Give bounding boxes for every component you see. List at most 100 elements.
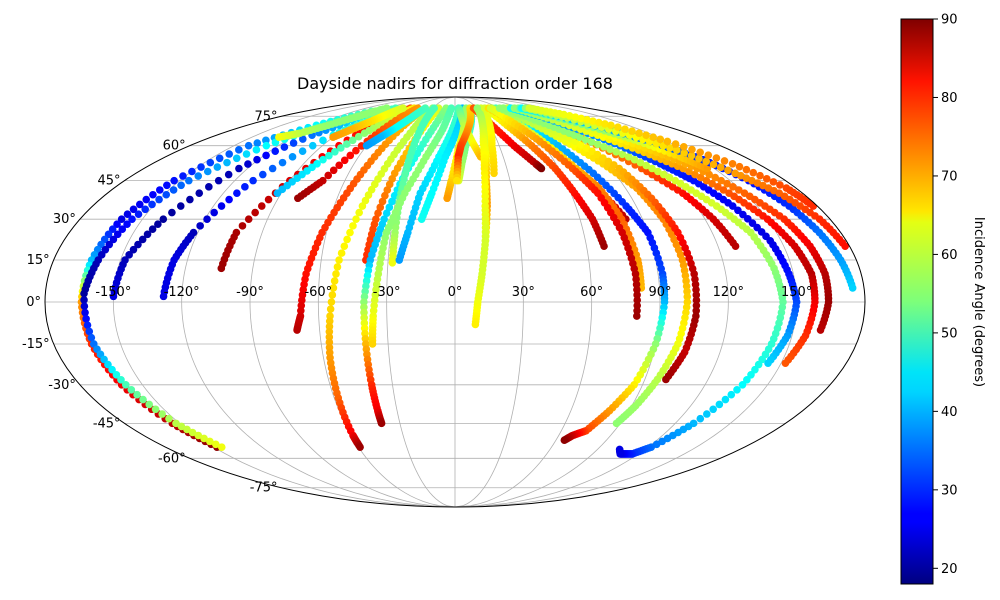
data-point: [728, 202, 737, 210]
data-point: [671, 140, 680, 148]
data-point: [654, 167, 662, 176]
data-point: [716, 163, 725, 172]
data-point: [816, 326, 825, 334]
data-point: [731, 242, 740, 251]
data-point: [672, 146, 681, 154]
data-point: [711, 173, 720, 182]
data-point: [614, 123, 622, 132]
data-point: [188, 167, 196, 176]
data-point: [241, 183, 249, 191]
data-point: [362, 141, 371, 150]
data-point: [735, 162, 744, 171]
data-point: [264, 195, 273, 204]
data-point: [123, 220, 131, 228]
data-point: [262, 151, 270, 160]
data-point: [417, 215, 426, 223]
data-point: [138, 235, 147, 244]
data-point: [257, 202, 266, 210]
data-point: [624, 153, 633, 161]
data-point: [129, 205, 138, 214]
data-point: [168, 208, 176, 217]
data-point: [662, 375, 670, 384]
track: [293, 104, 430, 334]
data-point: [749, 168, 758, 177]
data-point: [388, 259, 397, 267]
colorbar-tick-label: 80: [941, 91, 958, 106]
data-point: [659, 170, 668, 179]
longitude-tick-labels: -150° -120° -90° -60° -30° 0° 30° 60° 90° 120° 150…: [95, 285, 812, 300]
data-point: [630, 155, 639, 164]
data-point: [112, 370, 121, 379]
data-point: [633, 296, 642, 305]
data-point: [145, 400, 153, 409]
data-point: [636, 158, 645, 167]
data-point: [123, 210, 132, 219]
data-point: [143, 230, 152, 239]
data-point: [293, 326, 301, 334]
data-point: [577, 140, 585, 149]
longitude-tick-label: 120°: [713, 285, 744, 300]
data-point: [259, 170, 267, 179]
data-point: [235, 146, 243, 154]
data-point: [148, 200, 156, 209]
colorbar-tick-label: 40: [941, 405, 958, 420]
data-point: [117, 215, 126, 223]
data-point: [252, 146, 261, 154]
data-point: [203, 167, 212, 176]
data-point: [135, 200, 144, 209]
data-point: [162, 190, 171, 199]
data-point: [194, 431, 203, 440]
latitude-tick-label: -45°: [93, 416, 121, 431]
data-point: [242, 150, 251, 158]
data-point: [206, 437, 214, 446]
data-point: [352, 146, 360, 155]
data-point: [185, 176, 193, 185]
data-point: [649, 133, 657, 142]
data-point: [163, 181, 171, 190]
data-point: [349, 222, 357, 230]
data-point: [733, 385, 741, 394]
data-point: [154, 220, 162, 228]
track: [329, 104, 407, 142]
data-point: [288, 153, 297, 161]
data-point: [635, 129, 643, 137]
data-point: [560, 436, 569, 445]
data-point: [232, 154, 241, 163]
track: [499, 104, 701, 384]
colorbar-gradient: [900, 18, 934, 585]
data-point: [117, 376, 125, 384]
data-point: [328, 291, 337, 299]
data-point: [215, 154, 224, 163]
data-point: [687, 151, 696, 160]
data-point: [337, 144, 345, 152]
data-point: [712, 154, 721, 162]
data-point: [734, 206, 742, 215]
data-point: [348, 136, 357, 145]
data-point: [714, 183, 722, 191]
data-point: [340, 156, 349, 165]
data-point: [764, 359, 772, 368]
data-point: [134, 240, 142, 249]
data-point: [354, 132, 363, 141]
data-point: [762, 174, 771, 183]
data-point: [233, 189, 241, 197]
data-point: [588, 147, 596, 156]
data-point: [113, 230, 122, 239]
data-point: [308, 141, 317, 150]
data-point: [188, 428, 197, 437]
data-point: [210, 208, 218, 217]
data-point: [360, 298, 368, 306]
data-point: [159, 215, 168, 223]
data-point: [696, 148, 704, 157]
data-point: [217, 264, 226, 273]
data-point: [165, 414, 173, 423]
data-point: [128, 215, 136, 223]
data-point: [809, 202, 818, 210]
data-point: [324, 171, 333, 180]
data-point: [327, 298, 336, 306]
data-point: [583, 115, 591, 124]
data-point: [125, 251, 133, 259]
latitude-tick-label: 60°: [163, 139, 186, 154]
data-point: [223, 158, 231, 167]
